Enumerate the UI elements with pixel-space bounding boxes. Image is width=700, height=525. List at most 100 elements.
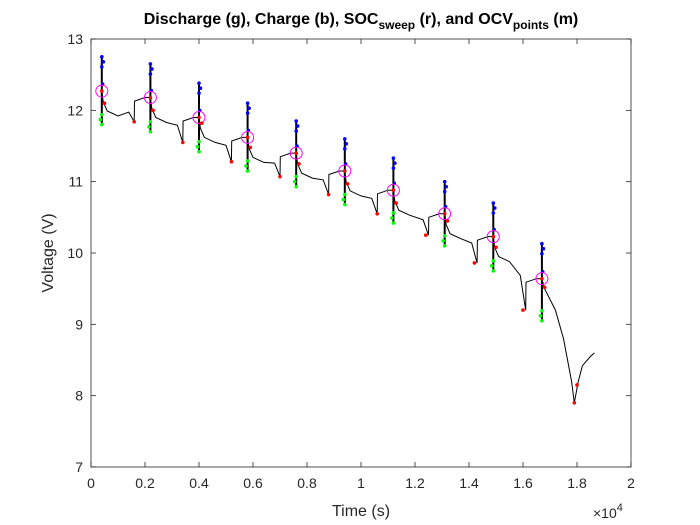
discharge-point — [343, 192, 347, 197]
charge-point — [491, 201, 496, 205]
discharge-point — [490, 264, 494, 268]
x-tick-label: 0.4 — [189, 475, 209, 491]
soc-sweep-point — [148, 95, 153, 100]
y-tick-label: 13 — [67, 31, 83, 47]
charge-point — [391, 156, 396, 160]
title-part: Discharge (g), Charge (b), SOC — [144, 11, 379, 28]
ocv-point — [192, 110, 206, 124]
discharge-point — [442, 244, 447, 248]
soc-sweep-point — [445, 219, 450, 223]
soc-sweep-point — [491, 234, 496, 239]
title-part: sweep — [378, 18, 415, 32]
soc-sweep-point — [472, 261, 477, 265]
charge-point — [343, 137, 347, 141]
discharge-point — [391, 211, 396, 215]
y-tick-label: 12 — [67, 102, 83, 118]
charge-point — [197, 81, 201, 86]
discharge-point — [441, 239, 446, 243]
charge-point — [294, 129, 299, 133]
discharge-point — [195, 144, 200, 149]
discharge-point — [442, 234, 447, 238]
soc-sweep-point — [294, 151, 299, 155]
discharge-point — [197, 139, 201, 144]
x-axis-exponent: ×104 — [593, 502, 623, 521]
charge-point — [393, 161, 397, 165]
soc-sweep-point — [540, 276, 544, 281]
charge-point — [294, 119, 299, 123]
charge-point — [247, 106, 251, 110]
discharge-point — [244, 164, 248, 168]
ocv-point — [438, 207, 452, 221]
soc-sweep-point — [181, 140, 185, 145]
title-part: points — [513, 18, 549, 32]
charge-point — [391, 166, 396, 170]
x-axis-exponent-base: ×10 — [593, 505, 617, 521]
ocv-point — [143, 90, 157, 104]
soc-sweep-point — [542, 285, 547, 290]
charge-point — [540, 241, 544, 246]
discharge-point — [343, 202, 347, 207]
soc-sweep-point — [424, 233, 428, 237]
ocv-point — [338, 164, 352, 178]
charge-point — [491, 211, 496, 215]
ocv-point — [486, 230, 500, 244]
ocv-point — [241, 130, 255, 144]
y-tick-label: 8 — [75, 388, 83, 404]
discharge-point — [294, 184, 299, 189]
charge-point — [198, 86, 203, 91]
charge-point — [197, 91, 201, 96]
soc-sweep-point — [442, 211, 447, 216]
soc-sweep-point — [326, 192, 331, 197]
x-tick-label: 2 — [627, 475, 635, 491]
charge-point — [540, 251, 544, 256]
soc-sweep-point — [197, 115, 201, 120]
x-tick-label: 1.2 — [405, 475, 425, 491]
title-part: (m) — [549, 11, 578, 28]
charge-point — [343, 147, 347, 151]
soc-sweep-point — [102, 101, 107, 105]
discharge-point — [98, 117, 103, 122]
discharge-point — [245, 159, 250, 163]
ocv-point — [95, 84, 109, 98]
soc-sweep-point — [132, 119, 136, 124]
discharge-point — [391, 221, 396, 225]
chart-title: Discharge (g), Charge (b), SOCsweep (r),… — [144, 11, 579, 32]
charge-point — [245, 111, 250, 115]
y-tick-label: 9 — [75, 316, 83, 332]
x-axis-label: Time (s) — [332, 503, 390, 520]
discharge-point — [341, 197, 346, 202]
ocv-point — [289, 146, 303, 160]
charge-point — [541, 246, 546, 251]
soc-sweep-point — [151, 108, 155, 113]
title-part: (r), and OCV — [415, 11, 513, 28]
soc-sweep-point — [345, 182, 350, 186]
x-tick-label: 1 — [357, 475, 365, 491]
discharge-point — [147, 124, 151, 129]
soc-sweep-point — [297, 162, 301, 166]
discharge-point — [197, 149, 201, 154]
charge-point — [100, 55, 104, 59]
charge-point — [344, 142, 349, 146]
x-axis-exponent-power: 4 — [617, 502, 623, 514]
plot-marks — [95, 55, 595, 405]
charge-point — [100, 65, 104, 69]
ocv-point — [386, 183, 400, 197]
soc-sweep-point — [494, 245, 498, 250]
soc-sweep-point — [343, 169, 347, 173]
discharge-point — [100, 112, 104, 117]
charge-point — [148, 62, 153, 66]
discharge-point — [540, 308, 544, 313]
x-tick-label: 0 — [87, 475, 95, 491]
soc-sweep-point — [199, 121, 204, 125]
x-axis-ticks: 0 0.2 0.4 0.6 0.8 1 1.2 1.4 1.6 1.8 2 — [87, 39, 635, 491]
discharge-point — [148, 129, 153, 134]
discharge-point — [100, 122, 104, 127]
discharge-point — [540, 318, 544, 323]
y-tick-label: 7 — [75, 459, 83, 475]
charge-point — [295, 124, 300, 128]
soc-sweep-point — [245, 135, 250, 140]
y-axis-label: Voltage (V) — [40, 213, 57, 292]
charge-point — [444, 184, 449, 189]
y-axis-ticks: 7 8 9 10 11 12 13 — [67, 31, 631, 475]
charge-point — [245, 101, 250, 105]
